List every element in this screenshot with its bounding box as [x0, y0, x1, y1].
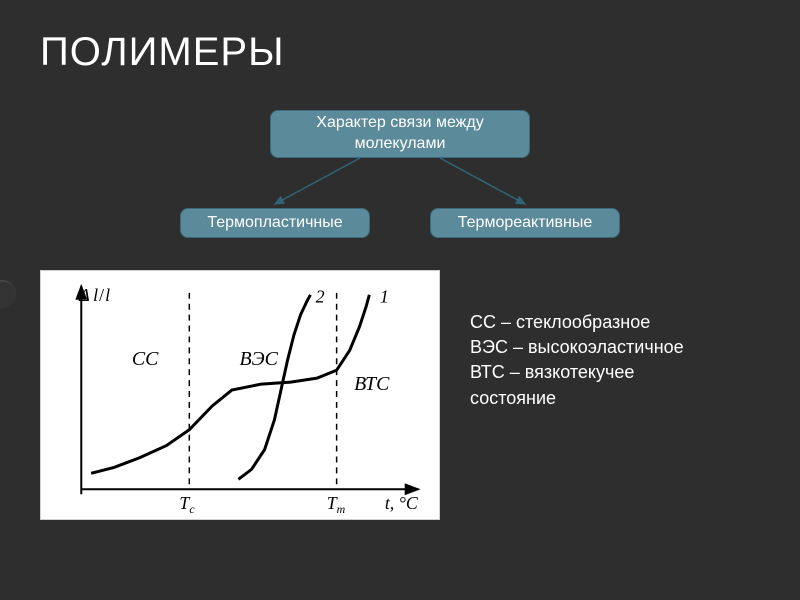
legend-line-3: ВТС – вязкотекучее [470, 360, 770, 385]
chart-xlabel: t, °C [385, 493, 419, 513]
slide-accent [0, 250, 18, 370]
chart-ylabel-l1: l [93, 285, 98, 305]
flow-right-label: Термореактивные [458, 214, 592, 232]
chart-ylabel-l2: l [105, 285, 110, 305]
legend-block: СС – стеклообразное ВЭС – высокоэластичн… [470, 310, 770, 411]
svg-text:ВЭС: ВЭС [240, 348, 279, 370]
legend-line-2: ВЭС – высокоэластичное [470, 335, 770, 360]
flow-right-box: Термореактивные [430, 208, 620, 238]
legend-line-4: состояние [470, 386, 770, 411]
chart-ylabel-slash: / [99, 285, 104, 305]
flow-arrows [180, 158, 620, 208]
svg-text:СС: СС [132, 348, 159, 370]
flow-root-box: Характер связи между молекулами [270, 110, 530, 158]
svg-text:ВТС: ВТС [354, 373, 390, 395]
legend-line-1: СС – стеклообразное [470, 310, 770, 335]
flow-left-label: Термопластичные [207, 214, 342, 232]
svg-text:2: 2 [316, 287, 325, 307]
page-title: ПОЛИМЕРЫ [40, 30, 285, 75]
flow-root-label: Характер связи между молекулами [281, 113, 519, 155]
chart-ylabel: Δ [78, 285, 89, 305]
svg-text:Tс: Tс [179, 493, 195, 516]
thermomechanical-chart: Δ l / l t, °C СС ВЭС ВТС 1 2 Tс Tт [41, 271, 439, 519]
svg-text:1: 1 [380, 287, 389, 307]
flow-left-box: Термопластичные [180, 208, 370, 238]
chart-panel: Δ l / l t, °C СС ВЭС ВТС 1 2 Tс Tт [40, 270, 440, 520]
svg-text:Tт: Tт [327, 493, 346, 516]
